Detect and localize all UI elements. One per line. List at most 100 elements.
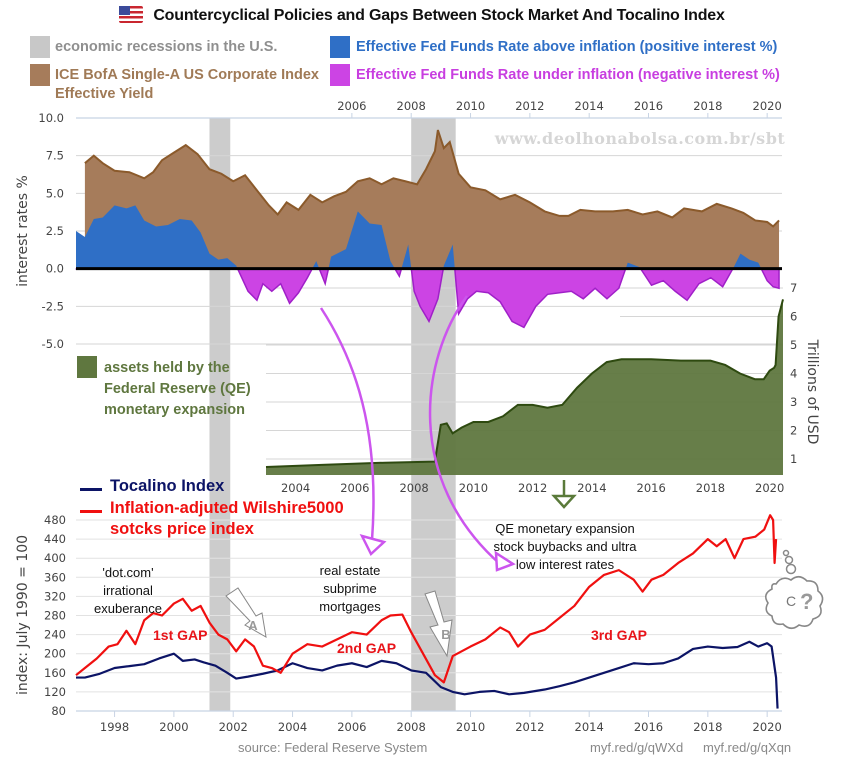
dotcom-line3: exuberance bbox=[94, 601, 162, 616]
recessions-legend-swatch bbox=[30, 36, 50, 58]
fed-assets-legend-line3: monetary expansion bbox=[104, 402, 246, 418]
xtick-top-2006: 2006 bbox=[337, 99, 366, 113]
fed-assets-series bbox=[265, 299, 784, 475]
xtick-bottom-2010: 2010 bbox=[456, 720, 485, 734]
arrow-3rd-gap-head bbox=[494, 550, 516, 572]
xtick-assets-2010: 2010 bbox=[459, 481, 488, 495]
dotcom-line2: irrational bbox=[103, 583, 153, 598]
realestate-line1: real estate bbox=[319, 563, 381, 578]
ytick-assets-3: 3 bbox=[790, 395, 797, 409]
fed-assets-legend-line2: Federal Reserve (QE) bbox=[104, 381, 251, 397]
gap2-label: 2nd GAP bbox=[337, 640, 397, 656]
arrow-2nd-gap bbox=[319, 307, 375, 541]
ytick-index-160: 160 bbox=[44, 666, 66, 680]
xtick-bottom-2020: 2020 bbox=[753, 720, 782, 734]
xtick-assets-2006: 2006 bbox=[340, 481, 369, 495]
source-note: source: Federal Reserve System bbox=[238, 740, 428, 755]
xtick-bottom-2002: 2002 bbox=[219, 720, 248, 734]
wilshire-legend-label: Inflation-adjuted Wilshire5000 sotcks pr… bbox=[110, 498, 344, 540]
interest-rate-series bbox=[75, 129, 782, 329]
ytick-index-320: 320 bbox=[44, 589, 66, 603]
xtick-assets-2016: 2016 bbox=[637, 481, 666, 495]
xtick-top-2016: 2016 bbox=[634, 99, 663, 113]
recessions-legend-label: economic recessions in the U.S. bbox=[55, 39, 278, 55]
ytick-assets-2: 2 bbox=[790, 424, 797, 438]
qe-line1: QE monetary expansion bbox=[495, 521, 635, 536]
chart-title: Countercyclical Policies and Gaps Betwee… bbox=[0, 6, 844, 25]
xtick-assets-2014: 2014 bbox=[577, 481, 606, 495]
xtick-top-2008: 2008 bbox=[397, 99, 426, 113]
fed-above-legend-swatch bbox=[330, 36, 350, 58]
y-axis-title-assets: Trillions of USD bbox=[804, 339, 820, 445]
arrow-a-label: A bbox=[248, 618, 258, 633]
arrow-2nd-gap-head bbox=[359, 534, 387, 557]
wilshire-index-line bbox=[75, 514, 778, 684]
gap1-label: 1st GAP bbox=[153, 627, 208, 643]
axes: 10.07.55.02.50.0-2.5-5.04804404003603202… bbox=[15, 99, 820, 734]
dotcom-line1: 'dot.com' bbox=[102, 565, 154, 580]
ytick-interest-5.0: 5.0 bbox=[46, 186, 64, 200]
arrow-b: B bbox=[424, 590, 453, 658]
tocalino-index-line bbox=[76, 640, 779, 709]
arrow-a: A bbox=[225, 587, 267, 638]
realestate-line2: subprime bbox=[323, 581, 377, 596]
ytick-index-440: 440 bbox=[44, 532, 66, 546]
wilshire-legend-line1: Inflation-adjuted Wilshire5000 bbox=[110, 499, 344, 517]
ytick-index-120: 120 bbox=[44, 685, 66, 699]
qe-line3: low interest rates bbox=[515, 557, 615, 572]
xtick-bottom-2004: 2004 bbox=[278, 720, 307, 734]
ytick-interest-2.5: 2.5 bbox=[46, 224, 64, 238]
xtick-top-2014: 2014 bbox=[575, 99, 604, 113]
stock-index-series bbox=[75, 514, 779, 709]
fed-under-legend-label: Effective Fed Funds Rate under inflation… bbox=[356, 67, 780, 83]
fed-assets-line bbox=[265, 299, 784, 468]
bubble-question-icon: ? bbox=[800, 589, 813, 614]
wilshire-legend-line bbox=[80, 510, 102, 513]
arrow-qe-head bbox=[551, 494, 577, 509]
corporate-legend-line2: Effective Yield bbox=[55, 86, 154, 102]
xtick-bottom-1998: 1998 bbox=[100, 720, 129, 734]
real-estate-annotation: real estate subprime mortgages bbox=[305, 562, 395, 616]
y-axis-title-interest: interest rates % bbox=[15, 175, 31, 287]
ytick-index-360: 360 bbox=[44, 570, 66, 584]
gap3-label: 3rd GAP bbox=[591, 627, 648, 643]
xtick-bottom-2008: 2008 bbox=[397, 720, 426, 734]
xtick-assets-2020: 2020 bbox=[755, 481, 784, 495]
ytick-index-80: 80 bbox=[51, 704, 66, 718]
stock-index-gridlines bbox=[76, 519, 782, 712]
corporate-yield-area bbox=[84, 130, 780, 269]
xtick-assets-2008: 2008 bbox=[399, 481, 428, 495]
arrow-3rd-gap bbox=[428, 295, 501, 565]
chart-title-text: Countercyclical Policies and Gaps Betwee… bbox=[153, 7, 725, 24]
watermark: www.deolhonabolsa.com.br/sbt bbox=[494, 129, 786, 148]
fed-assets-legend-line1: assets held by the bbox=[104, 360, 230, 376]
source-link-1[interactable]: myf.red/g/qWXd bbox=[590, 740, 684, 755]
xtick-bottom-2012: 2012 bbox=[515, 720, 544, 734]
corporate-yield-line bbox=[84, 129, 780, 228]
ytick-index-200: 200 bbox=[44, 647, 66, 661]
fed-assets-area bbox=[266, 299, 783, 475]
y-axis-title-index: index: July 1990 = 100 bbox=[15, 535, 31, 695]
corporate-legend-label: ICE BofA Single-A US Corporate Index Eff… bbox=[55, 66, 319, 104]
dotcom-annotation: 'dot.com' irrational exuberance bbox=[88, 564, 168, 618]
ytick-index-400: 400 bbox=[44, 551, 66, 565]
ytick-index-280: 280 bbox=[44, 609, 66, 623]
ytick-interest--2.5: -2.5 bbox=[42, 299, 64, 313]
ytick-assets-5: 5 bbox=[790, 338, 797, 352]
fed-rate-positive-area bbox=[76, 205, 762, 269]
ytick-assets-1: 1 bbox=[790, 452, 797, 466]
realestate-line3: mortgages bbox=[319, 599, 381, 614]
corporate-legend-line1: ICE BofA Single-A US Corporate Index bbox=[55, 67, 319, 83]
wilshire-legend-line2: sotcks price index bbox=[110, 520, 254, 538]
ytick-interest-7.5: 7.5 bbox=[46, 149, 64, 163]
tocalino-legend-label: Tocalino Index bbox=[110, 477, 225, 495]
xtick-bottom-2000: 2000 bbox=[159, 720, 188, 734]
source-link-2[interactable]: myf.red/g/qXqn bbox=[703, 740, 792, 755]
fed-above-legend-label: Effective Fed Funds Rate above inflation… bbox=[356, 39, 778, 55]
xtick-assets-2018: 2018 bbox=[696, 481, 725, 495]
xtick-bottom-2014: 2014 bbox=[575, 720, 604, 734]
ytick-index-480: 480 bbox=[44, 513, 66, 527]
ytick-interest-10.0: 10.0 bbox=[38, 111, 64, 125]
xtick-bottom-2016: 2016 bbox=[634, 720, 663, 734]
